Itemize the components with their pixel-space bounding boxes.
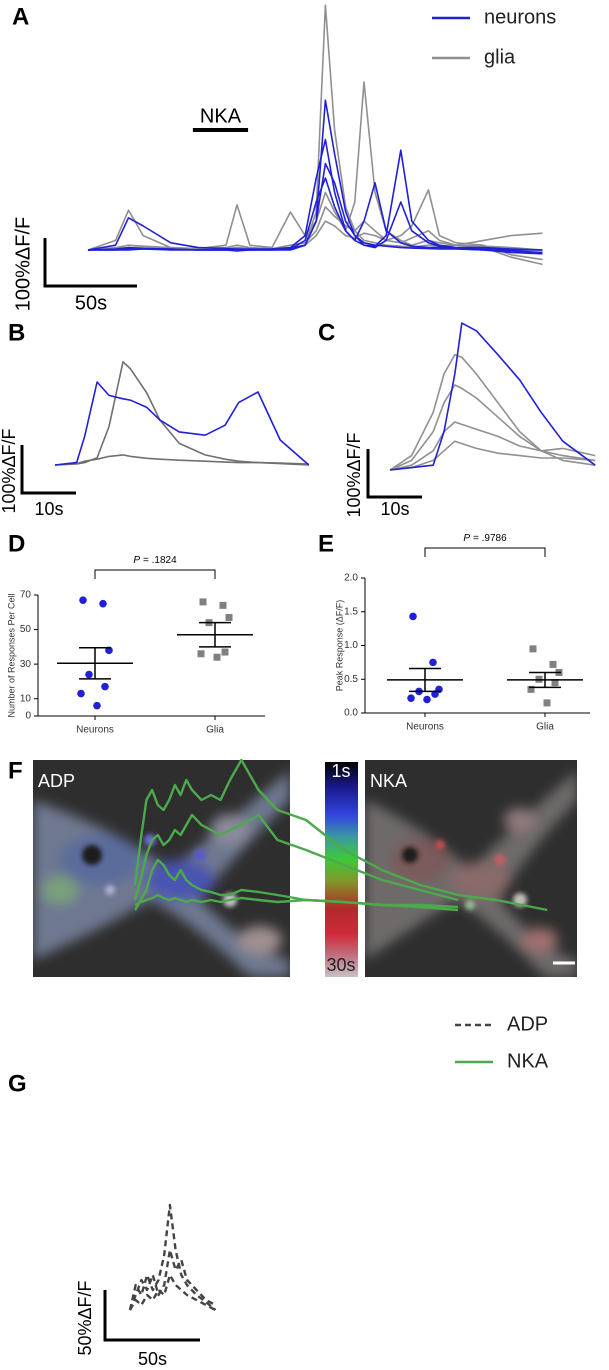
trace [389,421,596,471]
point [99,599,107,608]
p-symbol: P [133,555,140,566]
y-tick-label: 50 [20,624,32,635]
legend-label: neurons [484,6,556,28]
trace [87,4,543,251]
trace [128,1248,217,1311]
panel-label: F [8,757,23,784]
point [219,601,227,609]
point [225,613,233,621]
scale-bar-x-label: 10s [380,499,409,519]
p-text: = .9786 [473,533,507,544]
p-value: P = .9786 [463,533,507,544]
x-tick-label: Neurons [76,725,114,736]
x-tick-label: Glia [206,725,224,736]
point [221,648,229,656]
panel-label: C [318,319,335,346]
colorbar-label: 1s [331,761,350,781]
point [197,650,205,658]
p-value: P = .1824 [133,555,177,566]
point [429,658,437,667]
y-axis-title: Peak Response (ΔF/F) [334,600,344,692]
y-tick-label: 0.5 [344,674,358,685]
x-tick-label: Neurons [406,722,444,733]
microscopy-image-nka [365,760,577,977]
point [431,690,439,698]
y-tick-label: 0.0 [344,708,358,719]
point [85,670,93,679]
image-label: NKA [370,771,407,791]
y-tick-label: 2.0 [344,573,358,584]
y-tick-label: 10 [20,693,32,704]
point [199,598,207,606]
point [93,701,101,710]
panel-label: B [8,319,25,346]
trace [87,138,543,251]
trace [87,99,543,255]
p-symbol: P [463,533,470,544]
legend-label: ADP [507,1013,548,1035]
point [551,679,559,687]
panel-label: D [8,530,25,557]
microscopy-image-adp [33,760,290,977]
trace [128,1203,217,1311]
point [527,685,535,693]
point [409,612,417,621]
trace [54,361,309,466]
legend-label: glia [484,46,516,68]
y-tick-label: 30 [20,659,32,670]
point [549,660,557,668]
trace [128,1273,217,1312]
trace [133,758,548,912]
scale-bar-y-label: 100%ΔF/F [0,428,19,513]
legend-label: NKA [507,1050,549,1072]
point [543,699,551,707]
point [407,694,415,702]
x-tick-label: Glia [536,722,554,733]
trace [133,813,459,902]
scale-bar-x-label: 50s [75,292,107,314]
point [529,645,537,653]
trace [389,440,596,471]
panel-label: E [318,530,334,557]
scale-bar-x-label: 50s [138,1349,167,1369]
scale-bar-y-label: 50%ΔF/F [75,1280,95,1355]
scale-bar-y-label: 100%ΔF/F [344,432,364,517]
image-label: ADP [38,771,75,791]
stimulus-label: NKA [200,105,242,127]
y-tick-label: 1.0 [344,640,358,651]
trace [389,354,596,471]
bracket [94,569,216,579]
p-text: = .1824 [143,555,177,566]
y-tick-label: 0 [25,711,31,722]
bracket [424,547,546,557]
scale-bar-y-label: 100%ΔF/F [12,217,34,312]
y-tick-label: 70 [20,590,32,601]
panel-label: A [12,3,29,30]
trace [54,381,310,466]
point [79,596,87,604]
point [213,653,221,661]
panel-label: G [8,1070,27,1097]
trace [133,858,459,911]
scale-bar-x-label: 10s [34,499,63,519]
colorbar-label: 30s [326,955,355,975]
y-tick-label: 1.5 [344,606,358,617]
point [101,682,109,691]
trace [389,384,596,471]
point [77,689,85,698]
y-axis-title: Number of Responses Per Cell [6,593,16,717]
point [423,695,431,704]
trace [389,322,596,471]
